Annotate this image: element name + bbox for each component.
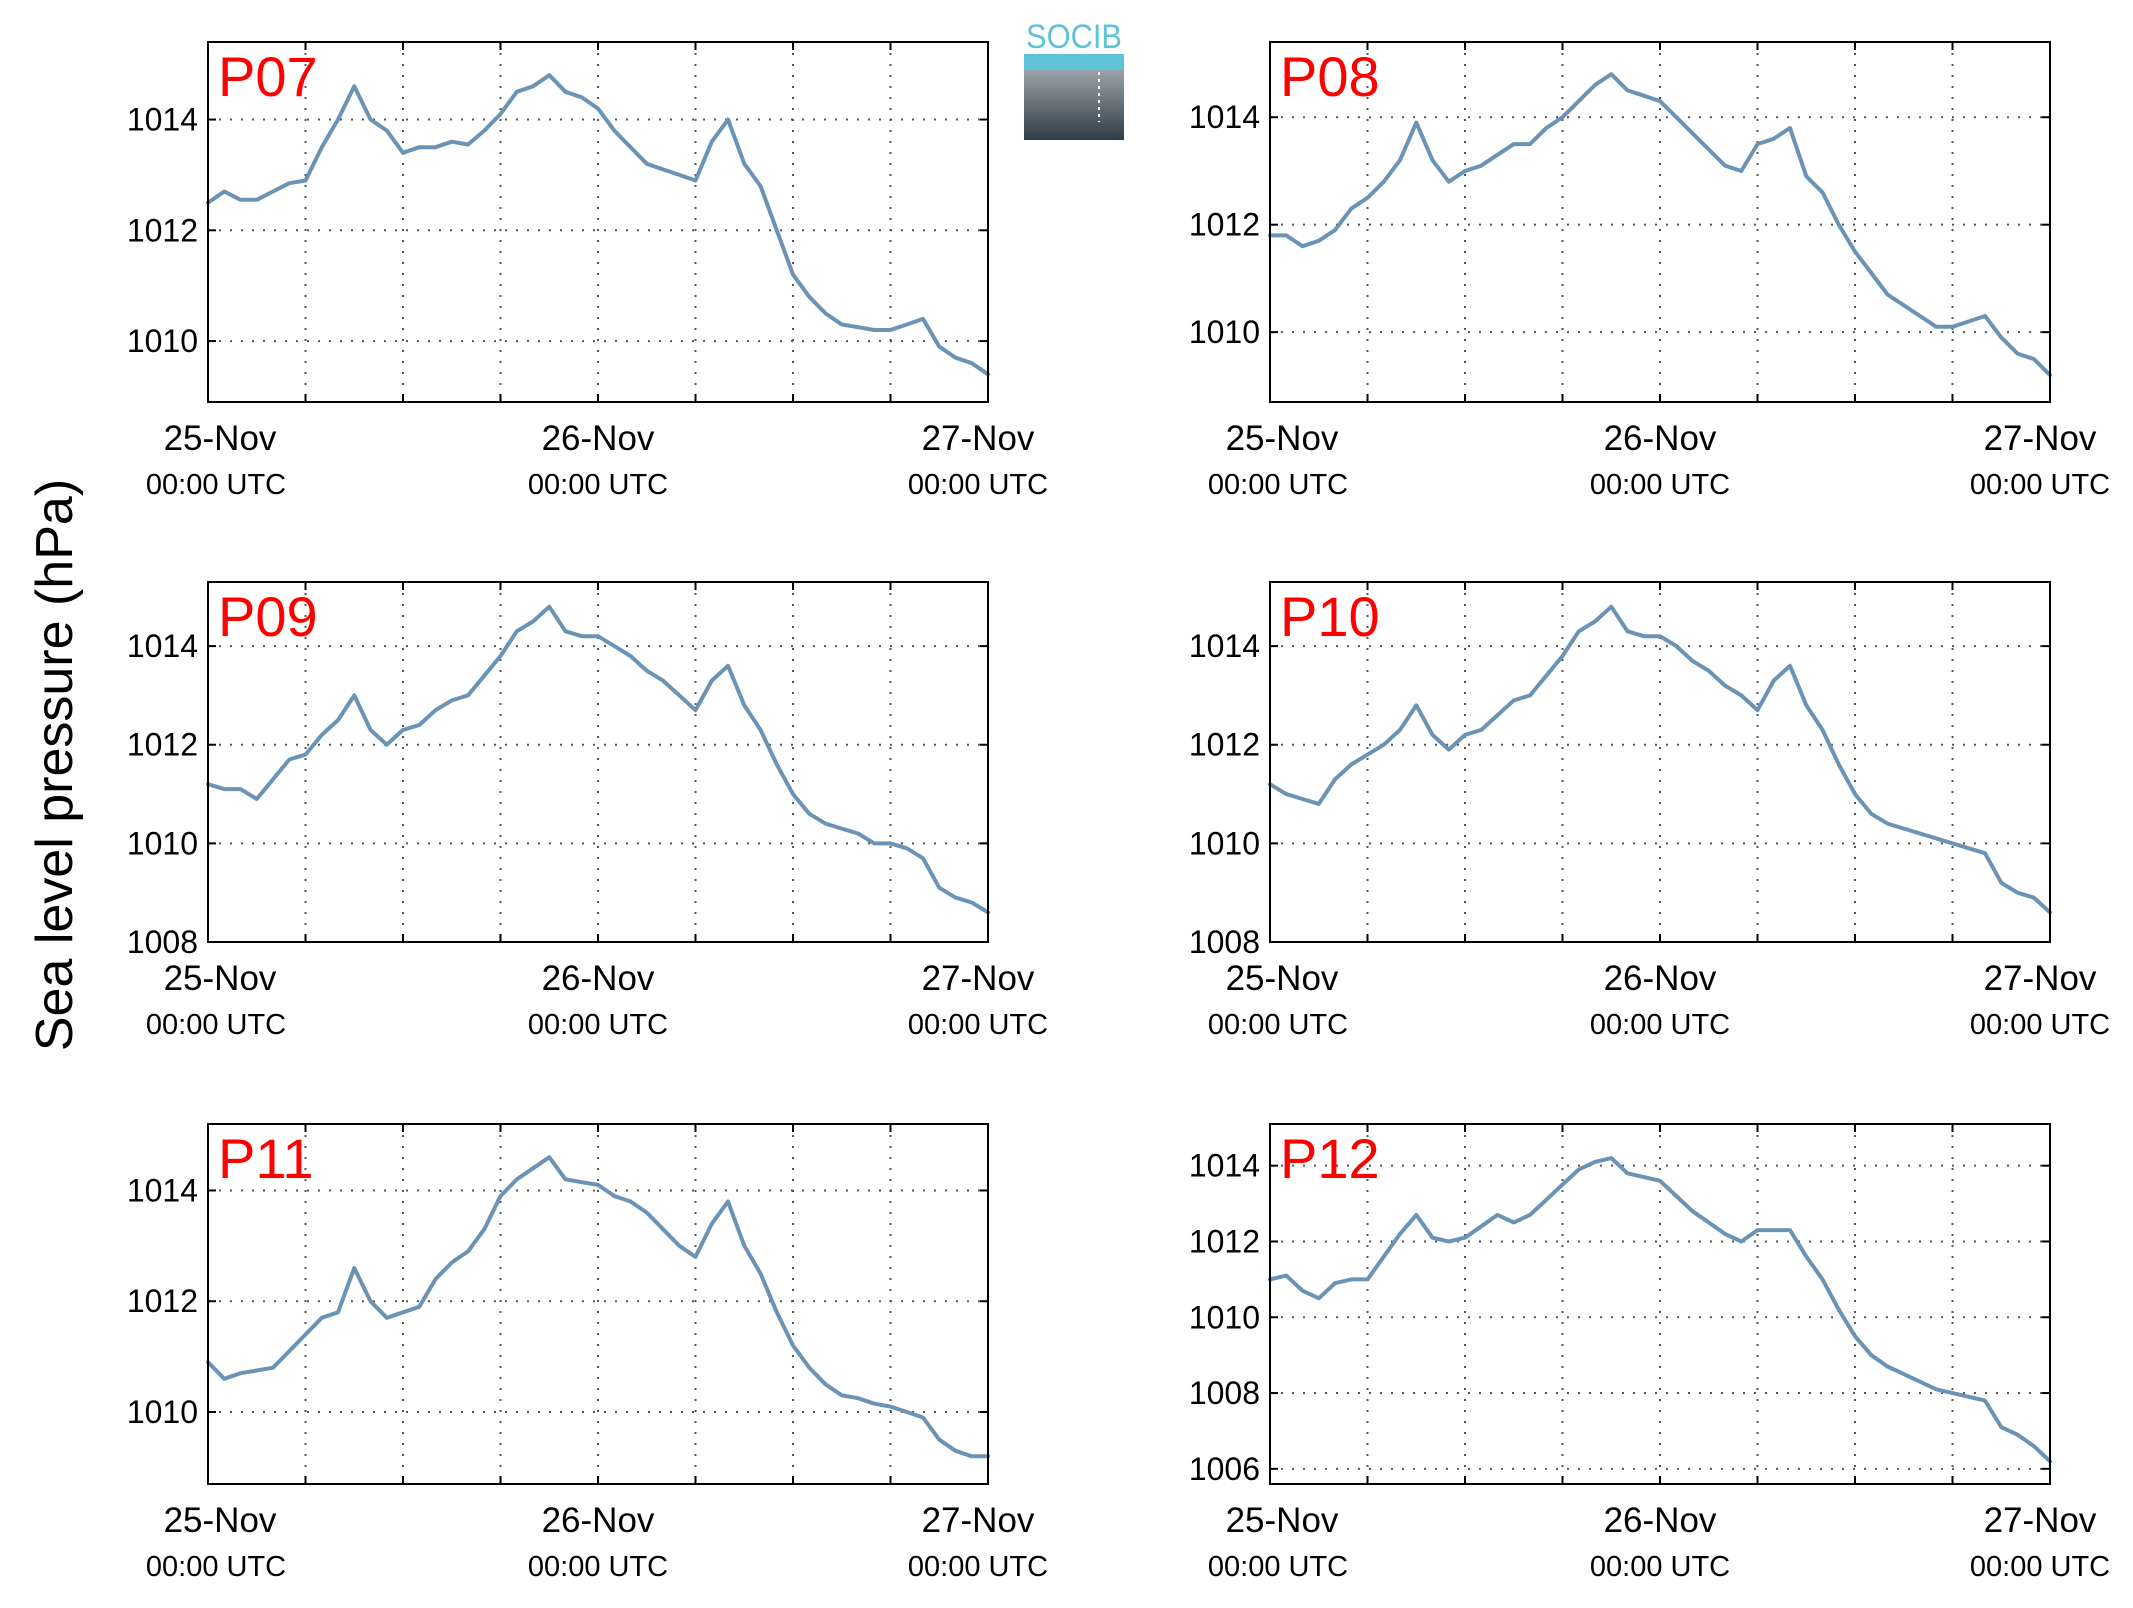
ticks bbox=[207, 582, 989, 943]
x-tick-label-time: 00:00 UTC bbox=[1590, 469, 1730, 501]
y-tick-label: 1012 bbox=[127, 727, 198, 763]
series-line bbox=[206, 1155, 990, 1459]
axes-frame bbox=[207, 1123, 989, 1485]
grid bbox=[1270, 42, 2050, 402]
axes-frame bbox=[207, 41, 989, 403]
y-tick-label: 1012 bbox=[127, 212, 198, 248]
series-line bbox=[1268, 1156, 2052, 1464]
x-tick-label-date: 26-Nov bbox=[1604, 419, 1717, 458]
y-tick-label: 1010 bbox=[127, 323, 198, 359]
series-line bbox=[206, 73, 990, 377]
x-tick-label-date: 26-Nov bbox=[1604, 959, 1717, 998]
y-tick-label: 1012 bbox=[1189, 207, 1260, 243]
y-tick-label: 1010 bbox=[1189, 1299, 1260, 1335]
socib-logo-block bbox=[1024, 54, 1124, 70]
x-tick-label-time: 00:00 UTC bbox=[1590, 1551, 1730, 1583]
y-tick-label: 1012 bbox=[1189, 1223, 1260, 1259]
panel-p07: 1010 1012 1014 25-Nov 00:00 UTC 26-Nov 00:00 U… bbox=[127, 41, 1048, 501]
x-tick-label-date: 27-Nov bbox=[1984, 419, 2097, 458]
x-tick-label-time: 00:00 UTC bbox=[908, 1551, 1048, 1583]
y-tick-label: 1010 bbox=[1189, 314, 1260, 350]
panel-label: P11 bbox=[218, 1127, 313, 1190]
panel-p11: 1010 1012 1014 25-Nov 00:00 UTC 26-Nov 00:00 U… bbox=[127, 1123, 1048, 1583]
panel-label: P09 bbox=[218, 585, 318, 648]
x-tick-label-date: 25-Nov bbox=[164, 959, 277, 998]
ticks bbox=[207, 42, 989, 402]
y-tick-label: 1014 bbox=[127, 628, 198, 664]
x-tick-label-date: 27-Nov bbox=[922, 419, 1035, 458]
x-tick-label-date: 25-Nov bbox=[1226, 1501, 1339, 1540]
x-tick-label-time: 00:00 UTC bbox=[1590, 1009, 1730, 1041]
socib-logo-gradient bbox=[1024, 70, 1124, 140]
x-tick-label-time: 00:00 UTC bbox=[1208, 1551, 1348, 1583]
y-tick-label: 1008 bbox=[1189, 924, 1260, 960]
x-tick-label-date: 26-Nov bbox=[1604, 1501, 1717, 1540]
panel-label: P10 bbox=[1280, 585, 1380, 648]
socib-logo: SOCIB bbox=[1024, 18, 1124, 140]
x-tick-label-date: 26-Nov bbox=[542, 959, 655, 998]
x-tick-label-time: 00:00 UTC bbox=[528, 1009, 668, 1041]
x-tick-label-time: 00:00 UTC bbox=[146, 1009, 286, 1041]
x-tick-label-date: 27-Nov bbox=[922, 1501, 1035, 1540]
x-tick-label-time: 00:00 UTC bbox=[1208, 1009, 1348, 1041]
y-tick-label: 1010 bbox=[127, 825, 198, 861]
x-tick-label-date: 26-Nov bbox=[542, 1501, 655, 1540]
axes-frame bbox=[207, 581, 989, 943]
x-tick-label-time: 00:00 UTC bbox=[528, 469, 668, 501]
x-tick-label-time: 00:00 UTC bbox=[908, 1009, 1048, 1041]
grid bbox=[208, 1124, 988, 1484]
axes-frame bbox=[1269, 41, 2051, 403]
panel-label: P12 bbox=[1280, 1127, 1380, 1190]
y-tick-label: 1008 bbox=[1189, 1375, 1260, 1411]
y-tick-label: 1014 bbox=[1189, 99, 1260, 135]
panel-label: P07 bbox=[218, 45, 318, 108]
axes-frame bbox=[1269, 1123, 2051, 1485]
series-line bbox=[206, 604, 990, 915]
panel-p10: 1008 1010 1012 1014 25-Nov 00:00 UTC 26-Nov 00:… bbox=[1189, 581, 2110, 1041]
socib-logo-text: SOCIB bbox=[1026, 18, 1122, 56]
x-tick-label-date: 27-Nov bbox=[1984, 959, 2097, 998]
x-tick-label-time: 00:00 UTC bbox=[1970, 469, 2110, 501]
x-tick-label-time: 00:00 UTC bbox=[908, 469, 1048, 501]
panel-container: 1010 1012 1014 25-Nov 00:00 UTC 26-Nov 00:00 U… bbox=[127, 41, 2110, 1583]
y-tick-label: 1014 bbox=[1189, 628, 1260, 664]
panel-p08: 1010 1012 1014 25-Nov 00:00 UTC 26-Nov 00:00 U… bbox=[1189, 41, 2110, 501]
y-tick-label: 1012 bbox=[127, 1283, 198, 1319]
y-tick-label: 1014 bbox=[1189, 1148, 1260, 1184]
x-tick-label-date: 25-Nov bbox=[164, 1501, 277, 1540]
panel-label: P08 bbox=[1280, 45, 1380, 108]
y-tick-label: 1014 bbox=[127, 102, 198, 138]
y-tick-label: 1012 bbox=[1189, 727, 1260, 763]
y-axis-label: Sea level pressure (hPa) bbox=[26, 479, 84, 1051]
x-tick-label-time: 00:00 UTC bbox=[146, 469, 286, 501]
panel-p09: 1008 1010 1012 1014 25-Nov 00:00 UTC 26-Nov 00:… bbox=[127, 581, 1048, 1041]
x-tick-label-time: 00:00 UTC bbox=[1208, 469, 1348, 501]
y-tick-label: 1008 bbox=[127, 924, 198, 960]
x-tick-label-time: 00:00 UTC bbox=[1970, 1551, 2110, 1583]
x-tick-label-time: 00:00 UTC bbox=[1970, 1009, 2110, 1041]
x-tick-label-date: 27-Nov bbox=[922, 959, 1035, 998]
y-tick-label: 1014 bbox=[127, 1172, 198, 1208]
x-tick-label-date: 25-Nov bbox=[164, 419, 277, 458]
grid bbox=[208, 42, 988, 402]
series-line bbox=[1268, 604, 2052, 915]
x-tick-label-date: 25-Nov bbox=[1226, 959, 1339, 998]
y-tick-label: 1010 bbox=[1189, 825, 1260, 861]
panel-p12: 1006 1008 1010 1012 1014 25-Nov 00:00 UTC 26-No… bbox=[1189, 1123, 2110, 1583]
y-tick-label: 1006 bbox=[1189, 1451, 1260, 1487]
x-tick-label-time: 00:00 UTC bbox=[528, 1551, 668, 1583]
x-tick-label-time: 00:00 UTC bbox=[146, 1551, 286, 1583]
grid bbox=[1270, 1124, 2050, 1484]
x-tick-label-date: 25-Nov bbox=[1226, 419, 1339, 458]
y-tick-label: 1010 bbox=[127, 1394, 198, 1430]
series-line bbox=[1268, 72, 2052, 378]
x-tick-label-date: 27-Nov bbox=[1984, 1501, 2097, 1540]
axes-frame bbox=[1269, 581, 2051, 943]
x-tick-label-date: 26-Nov bbox=[542, 419, 655, 458]
